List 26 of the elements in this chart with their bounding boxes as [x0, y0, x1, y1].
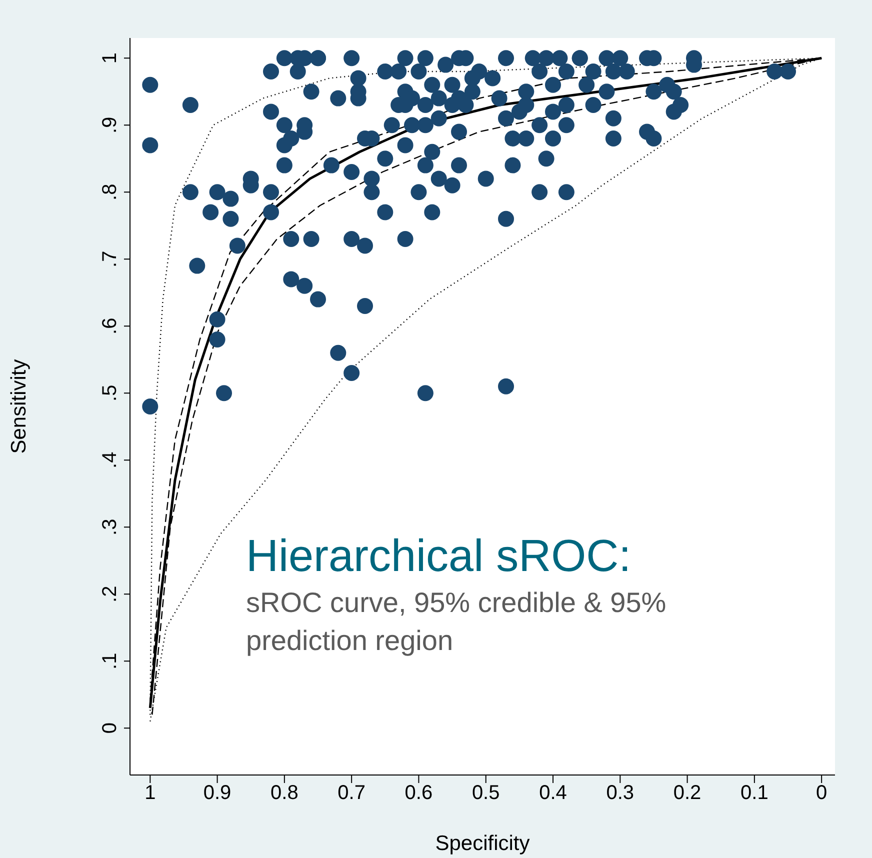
annotation: Hierarchical sROC: [246, 529, 632, 583]
y-tick-label: 1 [99, 52, 121, 64]
x-axis-title: Specificity [435, 832, 530, 855]
y-tick-label: .8 [99, 184, 121, 200]
x-tick-label: 0.3 [606, 782, 634, 804]
x-tick-label: 0.8 [270, 782, 298, 804]
x-tick-label: 0 [816, 782, 828, 804]
x-tick-label: 1 [144, 782, 156, 804]
y-tick-label: .5 [99, 384, 121, 402]
y-tick-label: .2 [99, 586, 121, 602]
x-tick-label: 0.9 [203, 782, 232, 804]
x-tick-label: 0.4 [539, 782, 567, 804]
x-tick-label: 0.2 [673, 782, 702, 804]
y-tick-label: .3 [99, 518, 121, 536]
y-axis-title: Sensitivity [7, 358, 30, 454]
y-tick-label: .1 [99, 652, 121, 670]
x-tick-label: 0.7 [338, 782, 366, 804]
x-tick-label: 0.5 [472, 782, 500, 804]
y-tick-label: .7 [99, 250, 121, 268]
x-tick-label: 0.1 [740, 782, 768, 804]
y-tick-label: .6 [99, 318, 121, 334]
annotation: sROC curve, 95% credible & 95% prediction region [246, 586, 668, 658]
y-tick-label: .9 [99, 116, 121, 134]
y-tick-label: 0 [99, 722, 121, 734]
x-tick-label: 0.6 [404, 782, 433, 804]
y-tick-label: .4 [99, 452, 121, 468]
